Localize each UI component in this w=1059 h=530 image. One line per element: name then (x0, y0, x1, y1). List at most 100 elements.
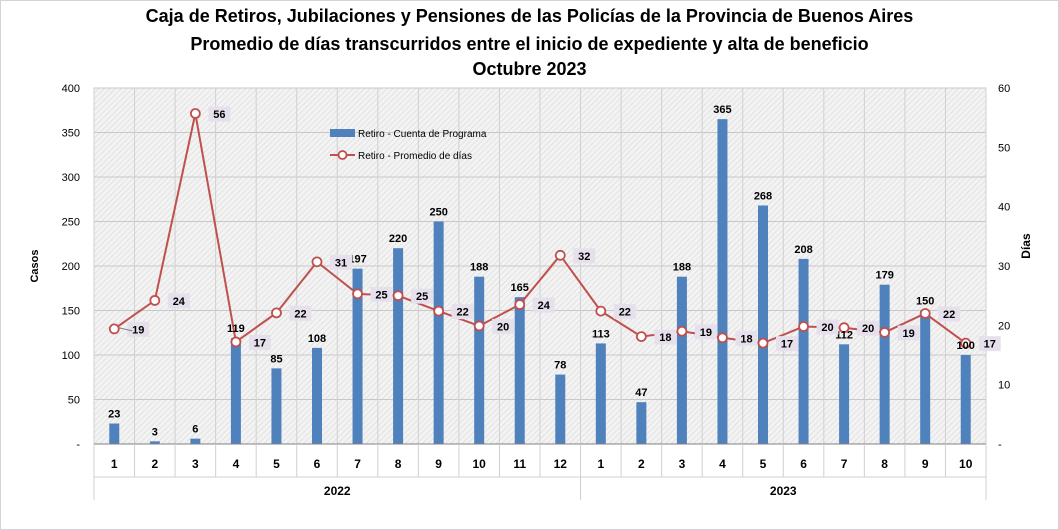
bar-value-label: 220 (389, 233, 407, 245)
bar-value-label: 23 (108, 409, 120, 421)
line-point (230, 336, 242, 348)
y-left-tick-label: 100 (62, 350, 80, 362)
bar-value-label: 150 (916, 296, 934, 308)
bar-value-label: 268 (754, 190, 772, 202)
x-tick-label: 1 (111, 457, 118, 471)
bar-value-label: 365 (713, 104, 731, 116)
line-value-label: 19 (903, 328, 915, 340)
line-value-label-box (613, 304, 636, 320)
line-value-label: 22 (294, 308, 306, 320)
line-value-label-box (573, 248, 596, 264)
line-value-label: 19 (700, 327, 712, 339)
line-point (717, 332, 728, 344)
y-right-tick-label: 30 (998, 261, 1010, 273)
bar (595, 343, 606, 444)
line-point (919, 308, 931, 319)
bar (514, 297, 525, 444)
line-point (838, 322, 850, 334)
x-tick-label: 9 (922, 457, 929, 471)
bar (190, 438, 201, 444)
legend-line-marker (337, 150, 348, 160)
y-left-tick-label: 250 (62, 217, 80, 229)
line-value-label: 22 (619, 307, 631, 319)
line-value-label: 18 (740, 333, 752, 345)
line-value-label: 31 (335, 257, 347, 269)
y-right-axis-title: Días (1019, 233, 1033, 259)
x-tick-label: 8 (881, 457, 888, 471)
bar-value-label: 108 (308, 333, 326, 345)
bar-value-label: 208 (794, 244, 812, 256)
bar (798, 258, 809, 444)
x-tick-label: 2 (151, 457, 158, 471)
line-point (960, 337, 972, 349)
line-value-label-box (370, 286, 393, 302)
x-tick-label: 10 (473, 457, 487, 471)
line-value-label: 22 (457, 307, 469, 319)
x-tick-label: 1 (597, 457, 604, 471)
line-point (473, 320, 485, 332)
legend-bar-label: Retiro - Cuenta de Programa (358, 129, 487, 140)
bar (758, 205, 768, 444)
bar-value-label: 165 (511, 282, 529, 294)
line-point (352, 288, 363, 300)
line-value-label-box (978, 336, 1001, 352)
x-tick-label: 6 (314, 457, 321, 471)
line-value-label-box (248, 334, 271, 350)
line-value-label-box (411, 288, 434, 304)
bar (839, 344, 850, 444)
y-left-axis-title: Casos (29, 249, 41, 282)
bar-value-label: 3 (152, 426, 158, 438)
y-left-tick-label: 200 (62, 261, 80, 273)
bar (312, 347, 322, 444)
line-point (271, 307, 282, 319)
line-value-label: 20 (497, 321, 509, 333)
y-right-tick-label: 60 (998, 83, 1010, 95)
y-right-tick-label: 20 (998, 320, 1010, 332)
bar (474, 276, 485, 444)
bar (717, 119, 728, 445)
line-point (635, 331, 647, 343)
legend-line-label: Retiro - Promedio de días (358, 151, 472, 162)
x-tick-label: 2 (638, 457, 645, 471)
line-point (189, 108, 201, 119)
x-tick-label: 10 (959, 457, 973, 471)
legend-bar-swatch (330, 129, 355, 137)
line-point (879, 327, 891, 338)
x-tick-label: 9 (435, 457, 442, 471)
x-tick-label: 3 (679, 457, 686, 471)
line-value-label: 17 (781, 339, 793, 351)
line-value-label-box (857, 320, 880, 336)
y-left-tick-label: 300 (62, 172, 80, 184)
line-value-label-box (127, 321, 150, 337)
line-value-label-box (654, 329, 677, 345)
y-right-tick-label: 10 (998, 380, 1010, 392)
x-tick-label: 4 (233, 457, 240, 471)
line-value-label-box (289, 305, 312, 321)
y-right-tick-label: - (998, 439, 1002, 451)
line-point (433, 305, 445, 317)
x-tick-label: 11 (513, 457, 526, 471)
line-value-label: 18 (659, 332, 671, 344)
y-right-tick-label: 50 (998, 142, 1010, 154)
x-tick-label: 5 (760, 457, 767, 471)
bar-value-label: 85 (270, 353, 282, 365)
line-value-label-box (532, 297, 555, 313)
line-value-label-box (897, 325, 920, 341)
line-value-label-box (492, 318, 515, 334)
line-point (311, 256, 323, 268)
x-tick-label: 7 (354, 457, 361, 471)
bar (879, 284, 890, 444)
bar-value-label: 119 (227, 323, 245, 335)
chart-title-line-1: Caja de Retiros, Jubilaciones y Pensione… (145, 6, 914, 26)
bar-value-label: 47 (635, 387, 647, 399)
y-left-tick-label: 150 (62, 306, 80, 318)
line-value-label: 25 (375, 289, 387, 301)
bar (109, 423, 120, 444)
line-point (514, 299, 526, 310)
y-left-tick-label: 400 (62, 83, 80, 95)
line-value-label: 22 (943, 309, 955, 321)
line-value-label: 24 (173, 296, 186, 308)
x-tick-label: 6 (800, 457, 807, 471)
x-tick-label: 3 (192, 457, 199, 471)
